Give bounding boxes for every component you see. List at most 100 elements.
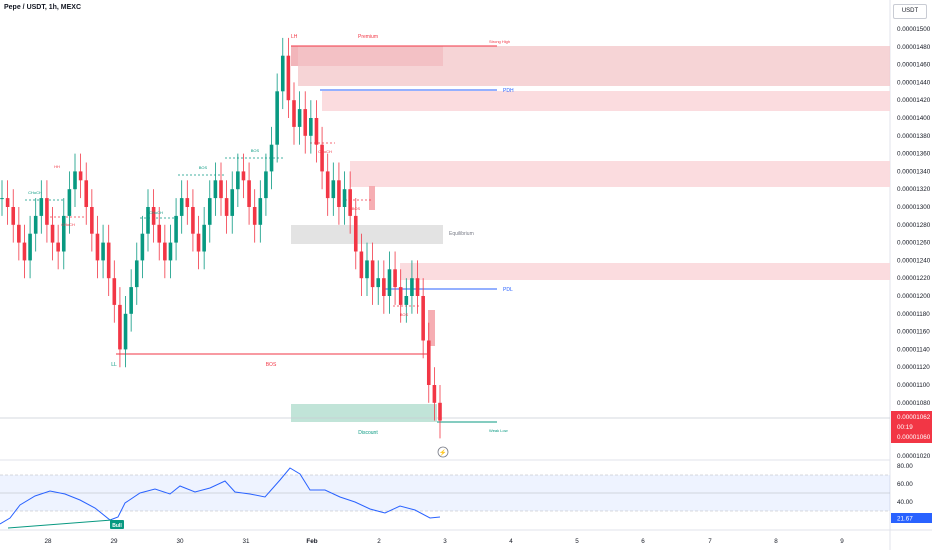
candle bbox=[376, 278, 381, 288]
candle bbox=[168, 242, 173, 261]
current-price-badge bbox=[891, 411, 932, 443]
ll-label: LL bbox=[111, 362, 117, 368]
candle bbox=[213, 180, 218, 199]
candle bbox=[191, 207, 195, 234]
candle bbox=[67, 189, 72, 216]
bos-label-2: BOS bbox=[251, 148, 260, 153]
candle bbox=[432, 385, 437, 403]
candle bbox=[314, 118, 319, 145]
strong-high-label: Strong High bbox=[489, 39, 510, 44]
bull-label: Bull bbox=[112, 523, 122, 529]
choch-label-4: CHoCH bbox=[318, 149, 332, 154]
candle bbox=[236, 171, 240, 190]
price-tick: 0.00001460 bbox=[897, 62, 931, 69]
weak-low-label: Weak Low bbox=[489, 428, 508, 433]
candle bbox=[370, 260, 375, 288]
bos-label-1: BOS bbox=[199, 165, 208, 170]
time-tick: 28 bbox=[44, 538, 52, 545]
candle bbox=[157, 224, 162, 243]
candle bbox=[50, 224, 55, 243]
discount-label: Discount bbox=[358, 430, 378, 436]
price-tick: 0.00001020 bbox=[897, 453, 931, 460]
hh-label: HH bbox=[54, 164, 60, 169]
candle bbox=[275, 91, 279, 145]
mini-zone-2 bbox=[428, 310, 435, 346]
bull-badge bbox=[110, 520, 124, 529]
bull-divergence-line bbox=[7, 519, 113, 529]
price-tick: 0.00001260 bbox=[897, 240, 931, 247]
rsi-tick: 40.00 bbox=[897, 499, 913, 506]
pdh-label: PDH bbox=[503, 88, 514, 94]
candle bbox=[0, 198, 4, 200]
time-tick: 29 bbox=[110, 538, 118, 545]
candle bbox=[241, 171, 246, 181]
candle bbox=[196, 233, 201, 252]
candle bbox=[78, 171, 83, 181]
candle bbox=[207, 198, 212, 225]
price-tick: 0.00001160 bbox=[897, 329, 930, 336]
price-tick: 0.00001300 bbox=[897, 204, 931, 211]
candle bbox=[303, 109, 308, 136]
bos-label-4: BOS bbox=[400, 312, 409, 317]
candle bbox=[410, 278, 414, 296]
symbol-title[interactable]: Pepe / USDT, 1h, MEXC bbox=[4, 4, 82, 11]
price-tick: 0.00001120 bbox=[897, 364, 930, 371]
price-tick: 0.00001140 bbox=[897, 346, 930, 353]
equilibrium-zone bbox=[291, 225, 443, 244]
candle bbox=[5, 198, 10, 207]
candle bbox=[202, 224, 206, 252]
currency-button[interactable]: USDT bbox=[893, 4, 927, 19]
candle bbox=[353, 215, 358, 252]
rsi-current: 21.67 bbox=[897, 516, 913, 523]
lightning-glyph: ⚡ bbox=[439, 449, 446, 457]
replay-lightning-icon[interactable] bbox=[437, 446, 449, 458]
rsi-tick: 60.00 bbox=[897, 481, 913, 488]
candle bbox=[134, 260, 139, 288]
candle bbox=[84, 180, 89, 207]
candle bbox=[269, 144, 274, 172]
candle bbox=[174, 215, 178, 243]
price-tick: 0.00001180 bbox=[897, 311, 930, 318]
price-tick: 0.00001440 bbox=[897, 79, 931, 86]
candle bbox=[179, 198, 184, 216]
premium-zone bbox=[298, 46, 890, 86]
price-tick: 0.00001400 bbox=[897, 115, 931, 122]
candle bbox=[247, 180, 251, 207]
candle bbox=[258, 198, 263, 225]
candle bbox=[101, 242, 105, 261]
candle bbox=[129, 287, 133, 314]
current-price: 0.00001062 bbox=[897, 414, 931, 421]
price-tick: 0.00001500 bbox=[897, 26, 931, 33]
price-tick: 0.00001100 bbox=[897, 382, 930, 389]
candle bbox=[33, 215, 38, 234]
pdl-label: PDL bbox=[503, 287, 513, 293]
lh-label: LH bbox=[291, 34, 298, 40]
candle bbox=[331, 180, 336, 199]
price-tick: 0.00001380 bbox=[897, 133, 931, 140]
time-tick: 4 bbox=[509, 538, 513, 545]
choch-label-3: CHoCH bbox=[149, 210, 163, 215]
time-tick: 30 bbox=[176, 538, 184, 545]
candle bbox=[421, 296, 425, 341]
time-tick: 6 bbox=[641, 538, 645, 545]
candle bbox=[393, 269, 397, 288]
rsi-line bbox=[0, 467, 441, 525]
candle bbox=[292, 100, 296, 127]
candle bbox=[438, 402, 442, 421]
candle bbox=[95, 233, 100, 261]
candle bbox=[348, 189, 352, 216]
time-tick: Feb bbox=[306, 538, 317, 545]
price-tick: 0.00001480 bbox=[897, 44, 931, 51]
price-tick: 0.00001340 bbox=[897, 168, 931, 175]
price-tick: 0.00001360 bbox=[897, 151, 931, 158]
price-tick: 0.00001320 bbox=[897, 186, 931, 193]
bos-main-label: BOS bbox=[266, 362, 277, 368]
time-tick: 9 bbox=[840, 538, 844, 545]
candle bbox=[426, 340, 431, 385]
premium-label: Premium bbox=[358, 34, 378, 40]
candle bbox=[151, 207, 156, 225]
candle bbox=[123, 313, 128, 350]
supply-zone bbox=[350, 161, 890, 187]
supply-zone-low bbox=[400, 263, 890, 280]
